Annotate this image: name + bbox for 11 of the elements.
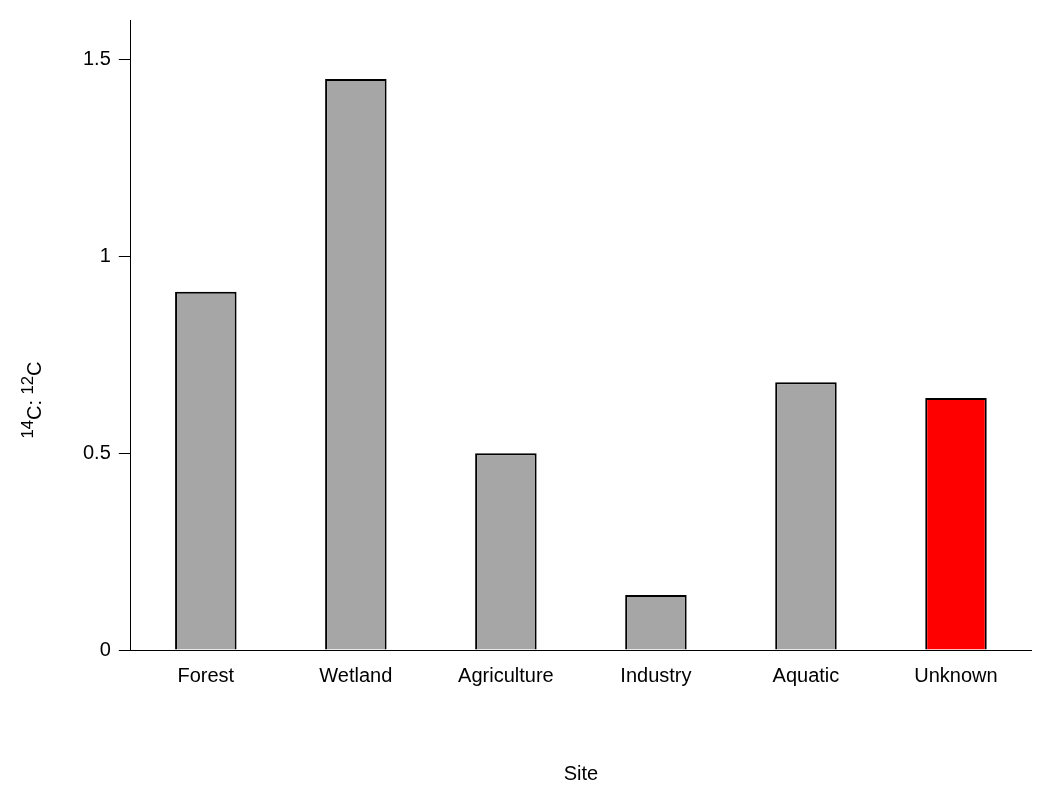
x-tick-label: Unknown bbox=[914, 663, 998, 686]
y-tick-label: 1 bbox=[99, 243, 111, 266]
x-tick-label: Wetland bbox=[319, 663, 393, 686]
x-axis-title: Site bbox=[563, 761, 599, 784]
x-tick-label: Aquatic bbox=[772, 663, 840, 686]
y-tick-label: 0.5 bbox=[82, 440, 111, 463]
y-tick-label: 1.5 bbox=[82, 46, 111, 69]
x-tick-label: Industry bbox=[620, 663, 692, 686]
x-tick-label: Agriculture bbox=[458, 663, 554, 686]
x-tick-label: Forest bbox=[177, 663, 235, 686]
y-tick-label: 0 bbox=[99, 637, 111, 660]
